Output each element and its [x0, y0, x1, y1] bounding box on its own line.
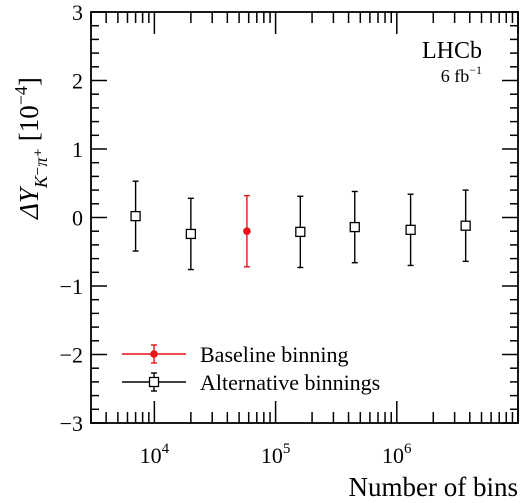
y-tick-label: 0: [72, 206, 83, 231]
legend-label: Baseline binning: [200, 342, 348, 367]
y-axis-label: ΔYK⁻π⁺ [10−4]: [11, 77, 51, 220]
data-point: [460, 220, 471, 231]
legend-label: Alternative binnings: [200, 370, 380, 395]
data-point: [243, 227, 251, 235]
y-tick-label: −1: [60, 274, 83, 299]
x-tick-label: 104: [140, 441, 170, 468]
axis-ticks: [90, 11, 519, 424]
annotation-experiment: LHCb: [422, 38, 482, 64]
legend: Baseline binning Alternative binnings: [122, 342, 380, 395]
y-tick-label: 2: [72, 69, 83, 94]
legend-marker: [150, 350, 158, 358]
tick-labels: −3 −2 −1 0 1 2 3 104 105 106: [60, 0, 412, 468]
y-tick-label: 1: [72, 137, 83, 162]
y-tick-label: 3: [72, 0, 83, 25]
data-point: [295, 226, 306, 238]
x-axis-label: Number of bins: [349, 472, 518, 502]
y-tick-label: −3: [60, 411, 83, 436]
annotation-luminosity: 6 fb−1: [441, 63, 482, 86]
y-tick-label: −2: [60, 343, 83, 368]
data-point: [185, 228, 197, 240]
data-point: [349, 221, 360, 233]
x-tick-label: 106: [382, 441, 412, 468]
data-point: [405, 224, 416, 235]
data-point: [130, 210, 141, 222]
data-points: [130, 180, 471, 271]
x-tick-label: 105: [261, 441, 291, 468]
legend-marker: [148, 376, 160, 388]
